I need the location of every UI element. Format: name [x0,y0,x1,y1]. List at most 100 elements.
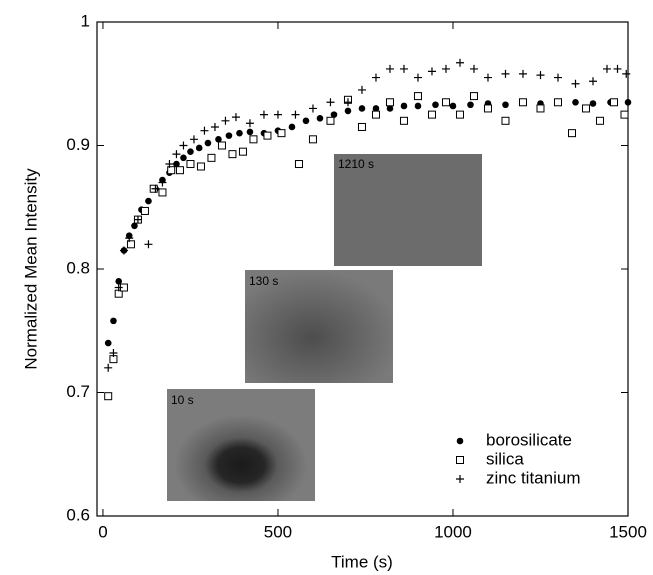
point [518,98,527,107]
point [344,107,352,115]
point [571,79,580,88]
point [455,110,464,119]
inset-label: 1210 s [338,157,374,171]
inset-label: 130 s [249,274,278,288]
point [595,116,604,125]
point [572,98,579,106]
point [588,77,597,86]
point [221,116,230,125]
point [294,160,303,169]
point [200,126,209,135]
point [158,178,167,187]
point [131,222,138,230]
point [126,240,135,249]
point [326,116,335,125]
point [114,283,123,292]
point [187,148,194,155]
point [427,110,436,119]
point [455,58,464,67]
point [413,73,422,82]
point [432,101,439,109]
point [195,144,203,152]
point [172,150,181,159]
point [189,135,198,144]
legend-label: borosilicate [486,430,572,449]
point [372,105,380,112]
point [483,73,492,82]
point [245,119,254,128]
point [399,64,408,73]
point [217,141,226,150]
point [104,363,113,372]
inset-image [334,154,482,266]
point [246,128,254,136]
point [469,92,478,101]
y-tick-label: 0.6 [66,505,90,524]
y-tick-label: 1 [81,11,90,30]
point [115,278,123,285]
point [186,160,195,169]
point [385,64,394,73]
point [483,104,492,113]
point [119,246,128,255]
x-axis-label: Time (s) [331,552,393,571]
x-tick-label: 0 [98,522,107,541]
legend-label: silica [486,449,524,468]
point [259,110,268,119]
point [581,104,590,113]
point [236,129,243,137]
point [589,100,597,107]
point [536,104,545,113]
legend-marker [456,475,464,483]
point [291,110,300,119]
point [502,101,509,109]
point [215,136,222,143]
point [536,71,545,80]
point [602,64,611,73]
point [151,184,160,193]
point [210,122,219,131]
inset-image [245,270,393,383]
point [196,162,205,171]
legend-label: zinc titanium [486,468,580,487]
point [357,122,366,131]
point [609,98,618,107]
y-tick-label: 0.7 [66,382,90,401]
point [371,110,380,119]
legend-marker [456,437,464,445]
y-tick-label: 0.9 [66,135,90,154]
point [144,240,153,249]
point [467,101,474,109]
point [104,339,112,347]
point [263,131,272,140]
point [302,117,310,125]
legend-marker [456,456,464,464]
point [231,113,240,122]
point [273,110,282,119]
point [501,69,510,78]
x-tick-label: 1000 [434,522,472,541]
point [414,102,422,110]
point [145,197,152,205]
point [441,98,450,107]
point [104,392,113,401]
point [204,139,212,147]
point [518,69,527,78]
point [501,116,510,125]
x-tick-label: 1500 [609,522,647,541]
point [449,102,457,110]
point [413,92,422,101]
point [385,98,394,107]
point [308,104,317,113]
x-tick-label: 500 [264,522,292,541]
point [308,135,317,144]
point [620,110,629,119]
point [622,69,631,78]
point [125,234,134,243]
point [110,317,117,325]
point [400,102,408,110]
point [316,115,324,122]
y-axis-label: Normalized Mean Intensity [21,168,40,370]
point [173,160,180,168]
